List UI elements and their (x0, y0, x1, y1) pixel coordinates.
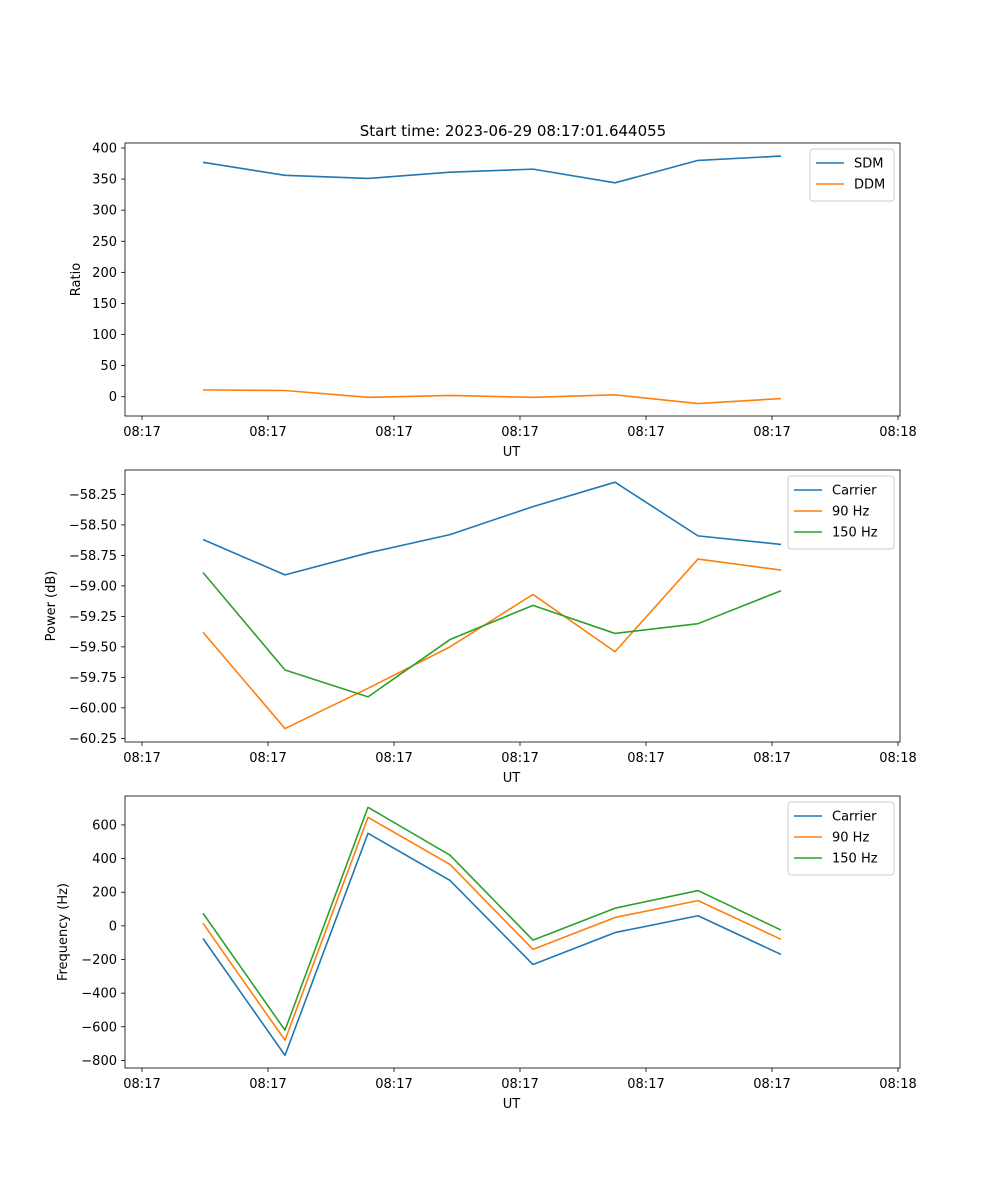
y-tick-label: −58.50 (69, 518, 117, 533)
chart-panel-1: 0 50 100 150 200 250 300 350 400 08:17 08:17 08:17 0… (69, 141, 917, 460)
y-tick-label: −59.50 (69, 640, 117, 655)
y-tick-label: −60.00 (69, 701, 117, 716)
x-tick-label: 08:17 (753, 425, 790, 440)
x-tick-label: 08:18 (879, 751, 916, 766)
y-tick-label: 150 (92, 297, 117, 312)
chart-panel-2: −58.25 −58.50 −58.75 −59.00 −59.25 −59.50 −59.… (44, 469, 917, 786)
legend-entry: 90 Hz (832, 505, 869, 520)
y-axis-label: Frequency (Hz) (56, 883, 71, 981)
x-tick-label: 08:17 (753, 751, 790, 766)
x-tick-label: 08:17 (249, 425, 286, 440)
legend: Carrier 90 Hz 150 Hz (787, 475, 895, 550)
y-tick-label: −60.25 (69, 732, 117, 747)
legend-box (787, 801, 895, 876)
y-tick-label: −59.25 (69, 610, 117, 625)
legend: SDM DDM (809, 148, 895, 202)
series-line-90-hz (202, 816, 782, 1042)
x-tick-label: 08:17 (627, 1077, 664, 1092)
x-axis-label: UT (503, 771, 521, 786)
figure-title: Start time: 2023-06-29 08:17:01.644055 (360, 122, 666, 140)
legend-entry: 90 Hz (832, 831, 869, 846)
y-tick-label: −400 (81, 987, 117, 1002)
legend-box (809, 148, 895, 202)
x-tick-label: 08:17 (249, 751, 286, 766)
series-line-90-hz (202, 558, 782, 730)
y-axis-label: Power (dB) (44, 571, 59, 642)
x-tick-label: 08:17 (753, 1077, 790, 1092)
x-tick-label: 08:18 (879, 425, 916, 440)
y-tick-label: 250 (92, 235, 117, 250)
y-tick-label: −59.75 (69, 671, 117, 686)
y-tick-label: 0 (109, 390, 117, 405)
x-tick-label: 08:17 (627, 425, 664, 440)
x-tick-label: 08:17 (123, 751, 160, 766)
series-line-150-hz (202, 806, 782, 1031)
y-tick-label: −59.00 (69, 579, 117, 594)
y-tick-label: 200 (92, 886, 117, 901)
x-axis-label: UT (503, 445, 521, 460)
y-tick-label: 0 (109, 919, 117, 934)
y-tick-label: 100 (92, 328, 117, 343)
y-tick-label: −200 (81, 953, 117, 968)
series-line-sdm (202, 155, 782, 184)
series-line-carrier (202, 481, 782, 576)
series-line-ddm (202, 389, 782, 405)
x-tick-label: 08:17 (375, 1077, 412, 1092)
x-tick-label: 08:17 (123, 425, 160, 440)
legend-entry: Carrier (832, 484, 877, 499)
y-tick-label: 400 (92, 852, 117, 867)
y-tick-label: 50 (100, 359, 117, 374)
y-tick-label: −800 (81, 1054, 117, 1069)
axes-frame (124, 795, 901, 1069)
series-line-carrier (202, 832, 782, 1057)
x-tick-label: 08:17 (501, 1077, 538, 1092)
legend-box (787, 475, 895, 550)
y-tick-label: 200 (92, 266, 117, 281)
x-tick-label: 08:17 (501, 425, 538, 440)
legend: Carrier 90 Hz 150 Hz (787, 801, 895, 876)
x-axis-label: UT (503, 1097, 521, 1112)
x-tick-label: 08:17 (375, 425, 412, 440)
y-tick-label: 600 (92, 818, 117, 833)
legend-entry: SDM (854, 157, 883, 172)
x-tick-label: 08:17 (249, 1077, 286, 1092)
x-tick-label: 08:17 (375, 751, 412, 766)
legend-entry: 150 Hz (832, 526, 878, 541)
x-tick-label: 08:18 (879, 1077, 916, 1092)
legend-entry: 150 Hz (832, 852, 878, 867)
y-tick-label: −58.25 (69, 488, 117, 503)
y-tick-label: −58.75 (69, 549, 117, 564)
y-tick-label: 350 (92, 173, 117, 188)
axes-frame (124, 142, 901, 417)
series-line-150-hz (202, 571, 782, 698)
y-tick-label: 300 (92, 204, 117, 219)
chart-panel-3: 600 400 200 0 −200 −400 −600 −800 08:17 08:17 08:1… (56, 795, 917, 1112)
axes-frame (124, 469, 901, 743)
y-tick-label: −600 (81, 1020, 117, 1035)
x-tick-label: 08:17 (123, 1077, 160, 1092)
legend-entry: DDM (854, 178, 885, 193)
y-tick-label: 400 (92, 141, 117, 156)
x-tick-label: 08:17 (501, 751, 538, 766)
x-tick-label: 08:17 (627, 751, 664, 766)
y-axis-label: Ratio (69, 263, 84, 296)
legend-entry: Carrier (832, 810, 877, 825)
